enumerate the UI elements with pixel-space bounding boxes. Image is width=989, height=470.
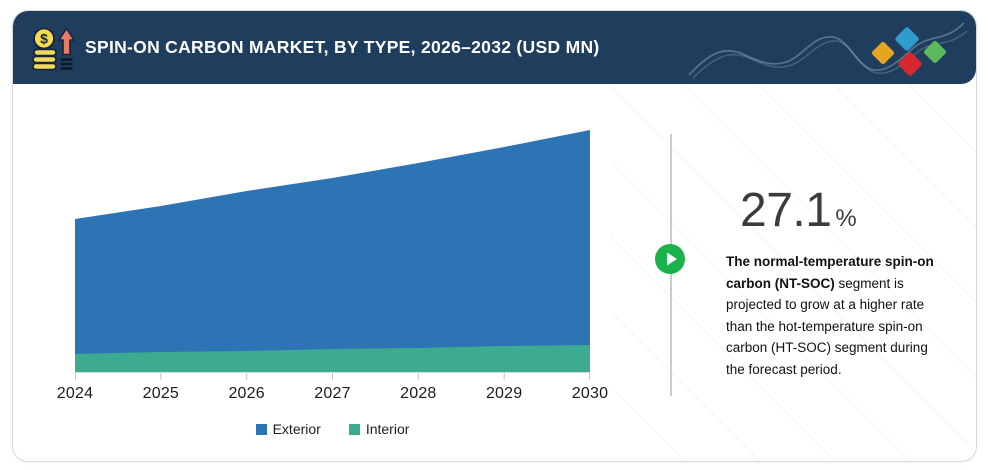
wave-lines-decoration: [688, 22, 968, 79]
x-axis-labels: 2024 2025 2026 2027 2028 2029 2030: [57, 385, 608, 405]
money-growth-icon: $: [32, 27, 75, 71]
infographic-card: 2024 2025 2026 2027 2028 2029 2030 Exterior Int…: [12, 10, 977, 462]
stacked-area-chart: [75, 130, 590, 380]
play-icon: [667, 252, 677, 266]
x-axis-label: 2024: [56, 385, 94, 402]
x-axis-label: 2025: [142, 385, 180, 402]
legend-swatch: [255, 424, 267, 435]
exterior-area-series: [75, 130, 590, 372]
title-bar: $ SPIN-ON CARBON MARKET, BY TYPE, 2026–2…: [13, 11, 976, 84]
page-title: SPIN-ON CARBON MARKET, BY TYPE, 2026–203…: [85, 37, 600, 57]
svg-text:$: $: [40, 31, 48, 47]
x-axis-label: 2030: [571, 385, 609, 402]
highlight-description-bold: The normal-temperature spin-on carbon (N…: [726, 254, 934, 291]
brand-logo-icon: [872, 27, 946, 76]
legend-label: Exterior: [272, 421, 321, 437]
highlight-description-rest: segment is projected to grow at a higher…: [726, 275, 928, 377]
x-axis-label: 2028: [400, 385, 437, 402]
x-axis-label: 2026: [228, 385, 265, 402]
legend-item: Interior: [348, 421, 410, 437]
stat-unit: %: [835, 205, 857, 232]
x-axis-label: 2027: [314, 385, 351, 402]
legend-label: Interior: [365, 421, 410, 437]
interior-area-series: [75, 345, 590, 372]
chart-legend: Exterior Interior: [75, 421, 590, 437]
x-axis-label: 2029: [485, 385, 523, 402]
legend-swatch: [348, 424, 360, 435]
play-badge-icon: [655, 244, 685, 274]
legend-item: Exterior: [255, 421, 321, 437]
growth-rate-stat: 27.1%: [740, 183, 857, 238]
stat-value: 27.1: [740, 184, 832, 237]
highlight-description: The normal-temperature spin-on carbon (N…: [726, 251, 942, 380]
